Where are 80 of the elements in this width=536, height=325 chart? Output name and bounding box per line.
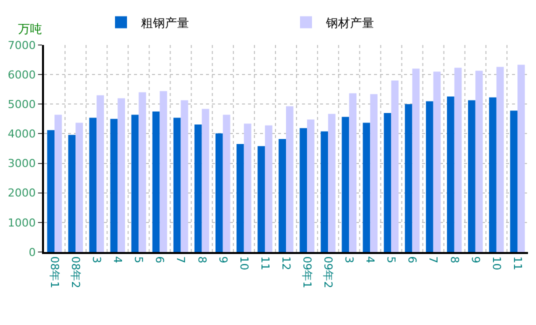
bar [194, 124, 202, 252]
bar [236, 144, 244, 252]
bar [258, 146, 265, 252]
bar [173, 118, 181, 252]
bar [96, 95, 104, 252]
bar [118, 98, 126, 252]
y-tick-label: 3000 [8, 157, 36, 170]
bar [496, 66, 504, 252]
y-tick-label: 0 [28, 246, 36, 259]
bar [110, 118, 118, 252]
bar [468, 100, 476, 252]
x-tick-label: 4 [364, 256, 377, 264]
bar [222, 114, 230, 252]
bar [76, 122, 83, 252]
x-tick-label: 3 [90, 256, 104, 264]
x-tick-label: 09年1 [300, 256, 314, 288]
x-tick-label: 08年2 [68, 256, 82, 288]
x-tick-label: 10 [237, 256, 250, 270]
y-tick-label: 1000 [8, 216, 36, 230]
x-tick-label: 6 [406, 256, 419, 264]
bar [278, 139, 286, 252]
bar [68, 134, 76, 252]
x-tick-label: 3 [342, 256, 356, 264]
x-tick-label: 10 [490, 256, 503, 270]
bar [370, 94, 378, 252]
bar [180, 100, 188, 252]
bar [300, 128, 308, 252]
x-tick-label: 08年1 [48, 256, 61, 288]
x-tick-label: 5 [132, 256, 146, 264]
y-tick-label: 4000 [8, 128, 36, 141]
bar [307, 120, 314, 252]
bar [384, 113, 392, 252]
x-tick-label: 11 [510, 256, 524, 270]
x-tick-label: 7 [426, 256, 440, 264]
x-tick-label: 11 [258, 256, 272, 270]
x-tick-label: 9 [468, 256, 482, 264]
y-tick-label: 7000 [8, 38, 36, 52]
y-tick-label: 2000 [8, 186, 36, 200]
legend-label: 粗钢产量 [141, 16, 189, 30]
x-tick-label: 4 [111, 256, 124, 264]
bar [426, 101, 434, 252]
x-tick-label: 09年2 [322, 256, 335, 288]
x-tick-label: 9 [216, 256, 230, 264]
bar [152, 112, 160, 252]
x-tick-label: 5 [384, 256, 398, 264]
bar [433, 72, 441, 252]
bar [475, 70, 483, 252]
x-tick-label: 12 [279, 256, 292, 270]
bar [517, 64, 525, 252]
bar [138, 92, 146, 252]
y-tick-label: 5000 [8, 98, 36, 111]
legend-label: 钢材产量 [325, 16, 374, 30]
bar [489, 97, 496, 252]
bar [342, 116, 350, 252]
x-tick-label: 6 [153, 256, 166, 264]
y-tick-label: 6000 [8, 68, 36, 82]
bar [454, 68, 462, 252]
bar [160, 91, 168, 252]
bar [404, 104, 412, 252]
bar [244, 124, 252, 252]
bar [89, 118, 97, 252]
bar [328, 114, 336, 252]
x-tick-label: 8 [448, 256, 461, 264]
bar [446, 96, 454, 252]
y-axis-title: 万吨 [18, 22, 42, 36]
bar [412, 68, 420, 252]
bar [216, 133, 223, 252]
bar [391, 80, 399, 252]
bar [54, 114, 62, 252]
bar [47, 130, 55, 252]
bar [264, 125, 272, 252]
bar [349, 93, 356, 252]
x-tick-label: 8 [195, 256, 208, 264]
bar [202, 108, 210, 252]
bar [286, 106, 294, 252]
bar [131, 114, 139, 252]
x-tick-label: 7 [174, 256, 188, 264]
bar [510, 110, 518, 252]
bar [320, 131, 328, 252]
bar [362, 122, 370, 252]
